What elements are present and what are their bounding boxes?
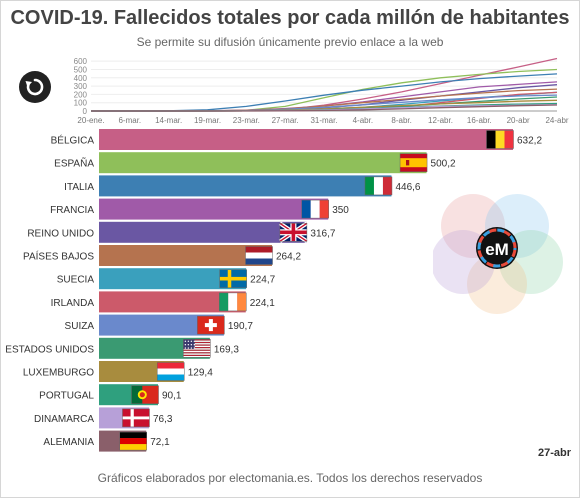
- luxembourg-flag-icon: [156, 362, 185, 381]
- value-label: 446,6: [395, 182, 420, 193]
- current-date-label: 27-abr: [537, 447, 571, 459]
- category-label: SUECIA: [57, 275, 95, 286]
- chart-subtitle: Se permite su difusión únicamente previo…: [136, 35, 444, 49]
- category-label: PORTUGAL: [39, 391, 94, 402]
- bar: [99, 268, 247, 290]
- electomania-logo: eM: [433, 194, 563, 314]
- mini-y-tick-label: 100: [74, 99, 88, 108]
- value-label: 500,2: [431, 159, 456, 170]
- value-label: 76,3: [153, 414, 173, 425]
- mini-y-tick-label: 0: [83, 107, 88, 116]
- germany-flag-icon: [119, 431, 147, 451]
- denmark-flag-icon: [122, 408, 150, 428]
- bar: [99, 152, 427, 174]
- replay-icon: [25, 78, 44, 96]
- mini-y-tick-label: 400: [74, 74, 88, 83]
- bar: [99, 245, 273, 266]
- belgium-flag-icon: [486, 130, 514, 149]
- value-label: 72,1: [150, 437, 170, 448]
- mini-y-tick-label: 300: [74, 82, 88, 91]
- value-label: 129,4: [188, 368, 213, 379]
- category-label: SUIZA: [65, 321, 95, 332]
- value-label: 316,7: [310, 228, 335, 239]
- category-label: LUXEMBURGO: [23, 368, 94, 379]
- bar: [99, 221, 307, 243]
- bar: [99, 129, 513, 150]
- italy-flag-icon: [364, 176, 393, 196]
- category-label: ALEMANIA: [43, 437, 94, 448]
- category-label: REINO UNIDO: [27, 228, 94, 239]
- category-label: BÉLGICA: [51, 134, 95, 147]
- value-label: 190,7: [228, 321, 253, 332]
- category-label: ITALIA: [64, 182, 94, 193]
- bar: [99, 314, 224, 336]
- mini-x-tick-label: 20-abr: [507, 116, 530, 125]
- mini-x-tick-label: 14-mar.: [155, 116, 182, 125]
- mini-x-tick-label: 4-abr.: [353, 116, 373, 125]
- value-label: 224,1: [250, 298, 275, 309]
- value-label: 169,3: [214, 344, 239, 355]
- mini-x-tick-label: 23-mar.: [233, 116, 260, 125]
- usa-flag-icon: [183, 339, 211, 358]
- value-label: 224,7: [250, 275, 275, 286]
- bar-chart: BÉLGICA 632,2 ESPAÑA 500,2 ITALIA 446,6 FRANCI…: [5, 129, 542, 452]
- category-label: FRANCIA: [50, 205, 94, 216]
- mini-x-tick-label: 12-abr.: [428, 116, 453, 125]
- bar: [99, 198, 329, 220]
- mini-y-tick-label: 600: [74, 57, 88, 66]
- mini-series-line-13: [91, 104, 558, 112]
- bar: [99, 291, 246, 313]
- logo-text: eM: [485, 240, 509, 259]
- bar: [99, 175, 392, 197]
- ireland-flag-icon: [219, 292, 247, 312]
- category-label: IRLANDA: [51, 298, 95, 309]
- sweden-flag-icon: [219, 269, 247, 288]
- mini-x-tick-label: 20-ene.: [77, 116, 104, 125]
- uk-flag-icon: [278, 221, 309, 243]
- mini-x-tick-label: 8-abr.: [391, 116, 411, 125]
- value-label: 632,2: [517, 136, 542, 147]
- netherlands-flag-icon: [245, 246, 273, 265]
- mini-x-tick-label: 27-mar.: [272, 116, 299, 125]
- mini-x-tick-label: 31-mar.: [310, 116, 337, 125]
- portugal-flag-icon: [131, 385, 159, 404]
- mini-x-tick-label: 16-abr.: [467, 116, 492, 125]
- category-label: PAÍSES BAJOS: [23, 250, 94, 263]
- mini-y-tick-label: 200: [74, 90, 88, 99]
- category-label: ESPAÑA: [54, 157, 94, 170]
- value-label: 350: [332, 205, 349, 216]
- mini-x-tick-label: 24-abr: [545, 116, 568, 125]
- replay-button[interactable]: [19, 71, 51, 103]
- mini-y-tick-label: 500: [74, 65, 88, 74]
- bar: [99, 337, 210, 359]
- france-flag-icon: [301, 199, 329, 219]
- mini-x-tick-label: 6-mar.: [118, 116, 141, 125]
- spain-flag-icon: [399, 153, 428, 172]
- chart-title: COVID-19. Fallecidos totales por cada mi…: [10, 7, 570, 29]
- value-label: 264,2: [276, 252, 301, 263]
- switzerland-flag-icon: [197, 315, 225, 335]
- value-label: 90,1: [162, 391, 182, 402]
- category-label: DINAMARCA: [34, 414, 94, 425]
- mini-x-tick-label: 19-mar.: [194, 116, 221, 125]
- footer-credit: Gráficos elaborados por electomania.es. …: [97, 471, 483, 485]
- category-label: ESTADOS UNIDOS: [5, 344, 94, 355]
